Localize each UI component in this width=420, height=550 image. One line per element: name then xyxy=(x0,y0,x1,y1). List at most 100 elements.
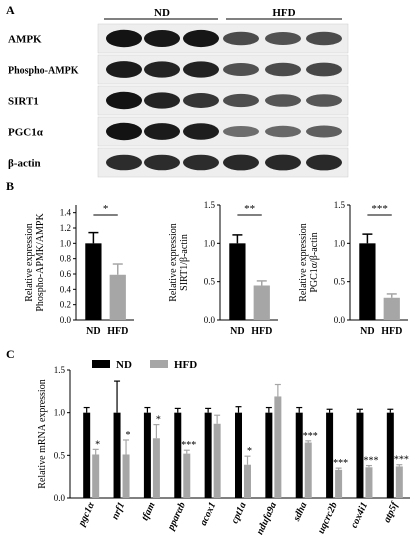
bar xyxy=(109,274,126,320)
significance-label: *** xyxy=(394,455,409,466)
blot-band xyxy=(223,125,259,138)
y-tick-label: 1.4 xyxy=(60,208,72,218)
x-tick-label: uqcrc2b xyxy=(316,501,340,536)
bar xyxy=(356,412,364,498)
blot-band xyxy=(265,62,301,77)
bar xyxy=(335,469,343,498)
blot-band xyxy=(223,63,259,76)
western-blot: ND HFD AMPK Phospho-AMPK SIRT1 PGC1α β-actin xyxy=(8,7,349,178)
bar xyxy=(274,396,282,498)
bar xyxy=(83,412,91,498)
bar xyxy=(152,438,160,498)
significance-label: *** xyxy=(371,203,388,215)
significance-label: * xyxy=(156,415,161,426)
bar xyxy=(122,454,130,498)
significance-label: * xyxy=(103,203,109,215)
blot-band xyxy=(183,61,219,78)
blot-band xyxy=(106,29,142,48)
y-tick-label: 1.5 xyxy=(334,200,346,210)
y-tick-label: 0.0 xyxy=(334,315,346,325)
blot-band xyxy=(265,94,301,107)
bar xyxy=(229,243,246,320)
x-tick-label: cpt1a xyxy=(229,501,248,526)
x-tick-label: atp5f xyxy=(382,499,402,524)
bar xyxy=(183,453,191,498)
significance-label: * xyxy=(95,439,100,450)
group-label-nd: ND xyxy=(154,7,170,19)
x-tick-label: tfam xyxy=(140,500,158,522)
blot-band xyxy=(106,154,142,171)
blot-band xyxy=(183,123,219,140)
blot-band xyxy=(106,122,142,141)
bar xyxy=(395,466,403,498)
x-tick-label: ND xyxy=(360,326,374,337)
legend-swatch xyxy=(150,360,168,368)
y-tick-label: 1.2 xyxy=(60,223,71,233)
blot-band xyxy=(144,29,180,48)
panel-label-a: A xyxy=(6,3,15,17)
y-axis-label: Phospho-APMK/AMPK xyxy=(35,213,46,312)
x-tick-label: ndufa9a xyxy=(255,501,280,537)
y-tick-label: 1.0 xyxy=(54,408,66,418)
x-tick-label: ND xyxy=(86,326,100,337)
bar xyxy=(113,412,121,498)
x-tick-label: HFD xyxy=(107,326,128,337)
panel-label-c: C xyxy=(6,347,15,361)
bar xyxy=(92,454,100,498)
blot-band xyxy=(144,123,180,140)
blot-band xyxy=(183,154,219,171)
bar xyxy=(235,412,242,498)
x-tick-label: HFD xyxy=(251,326,272,337)
blot-band xyxy=(144,61,180,78)
significance-label: * xyxy=(247,446,252,457)
significance-label: *** xyxy=(181,440,196,451)
y-tick-label: 0.8 xyxy=(60,254,72,264)
x-tick-label: sdha xyxy=(291,501,310,524)
blot-band xyxy=(306,94,342,107)
blot-row-label: PGC1α xyxy=(8,127,44,139)
y-tick-label: 0.5 xyxy=(334,277,346,287)
bar xyxy=(204,412,212,498)
blot-band xyxy=(265,32,301,45)
blot-row-label: AMPK xyxy=(8,34,42,46)
y-tick-label: 0.0 xyxy=(60,315,72,325)
blot-band xyxy=(223,93,259,108)
blot-band xyxy=(306,62,342,77)
significance-label: * xyxy=(126,430,131,441)
blot-band xyxy=(223,31,259,46)
blot-band xyxy=(306,154,342,171)
group-label-hfd: HFD xyxy=(272,7,295,19)
x-tick-label: pgc1α xyxy=(76,500,97,529)
significance-label: ** xyxy=(244,203,255,215)
y-tick-label: 0.5 xyxy=(54,450,66,460)
y-tick-label: 0.0 xyxy=(54,493,66,503)
blot-band xyxy=(265,154,301,171)
blot-band xyxy=(106,91,142,110)
x-tick-label: nrf1 xyxy=(110,501,127,522)
bar xyxy=(85,243,102,320)
y-axis-label: PGC1α/β-actin xyxy=(309,232,320,292)
significance-label: *** xyxy=(363,456,378,467)
blot-band xyxy=(306,125,342,138)
y-axis-label: SIRT1/β-actin xyxy=(179,234,190,291)
bar xyxy=(295,412,303,498)
legend-label: ND xyxy=(116,359,132,371)
legend-swatch xyxy=(92,360,110,368)
x-tick-label: pparαb xyxy=(165,501,188,533)
blot-band xyxy=(306,31,342,46)
significance-label: *** xyxy=(303,431,318,442)
x-tick-label: ND xyxy=(230,326,244,337)
bar xyxy=(265,412,273,498)
y-tick-label: 0.2 xyxy=(60,300,71,310)
legend-label: HFD xyxy=(174,359,197,371)
y-tick-label: 1.5 xyxy=(204,200,216,210)
bar xyxy=(253,285,270,320)
blot-band xyxy=(183,29,219,48)
bar xyxy=(365,467,373,498)
blot-band xyxy=(144,92,180,109)
chart-mrna-expression: 0.0 0.5 1.0 1.5 Relative mRNA expression * pgc… xyxy=(37,359,410,536)
y-axis-label: Relative expression xyxy=(168,223,179,302)
y-tick-label: 0.0 xyxy=(204,315,216,325)
bar xyxy=(326,412,334,498)
y-tick-label: 0.6 xyxy=(60,269,72,279)
